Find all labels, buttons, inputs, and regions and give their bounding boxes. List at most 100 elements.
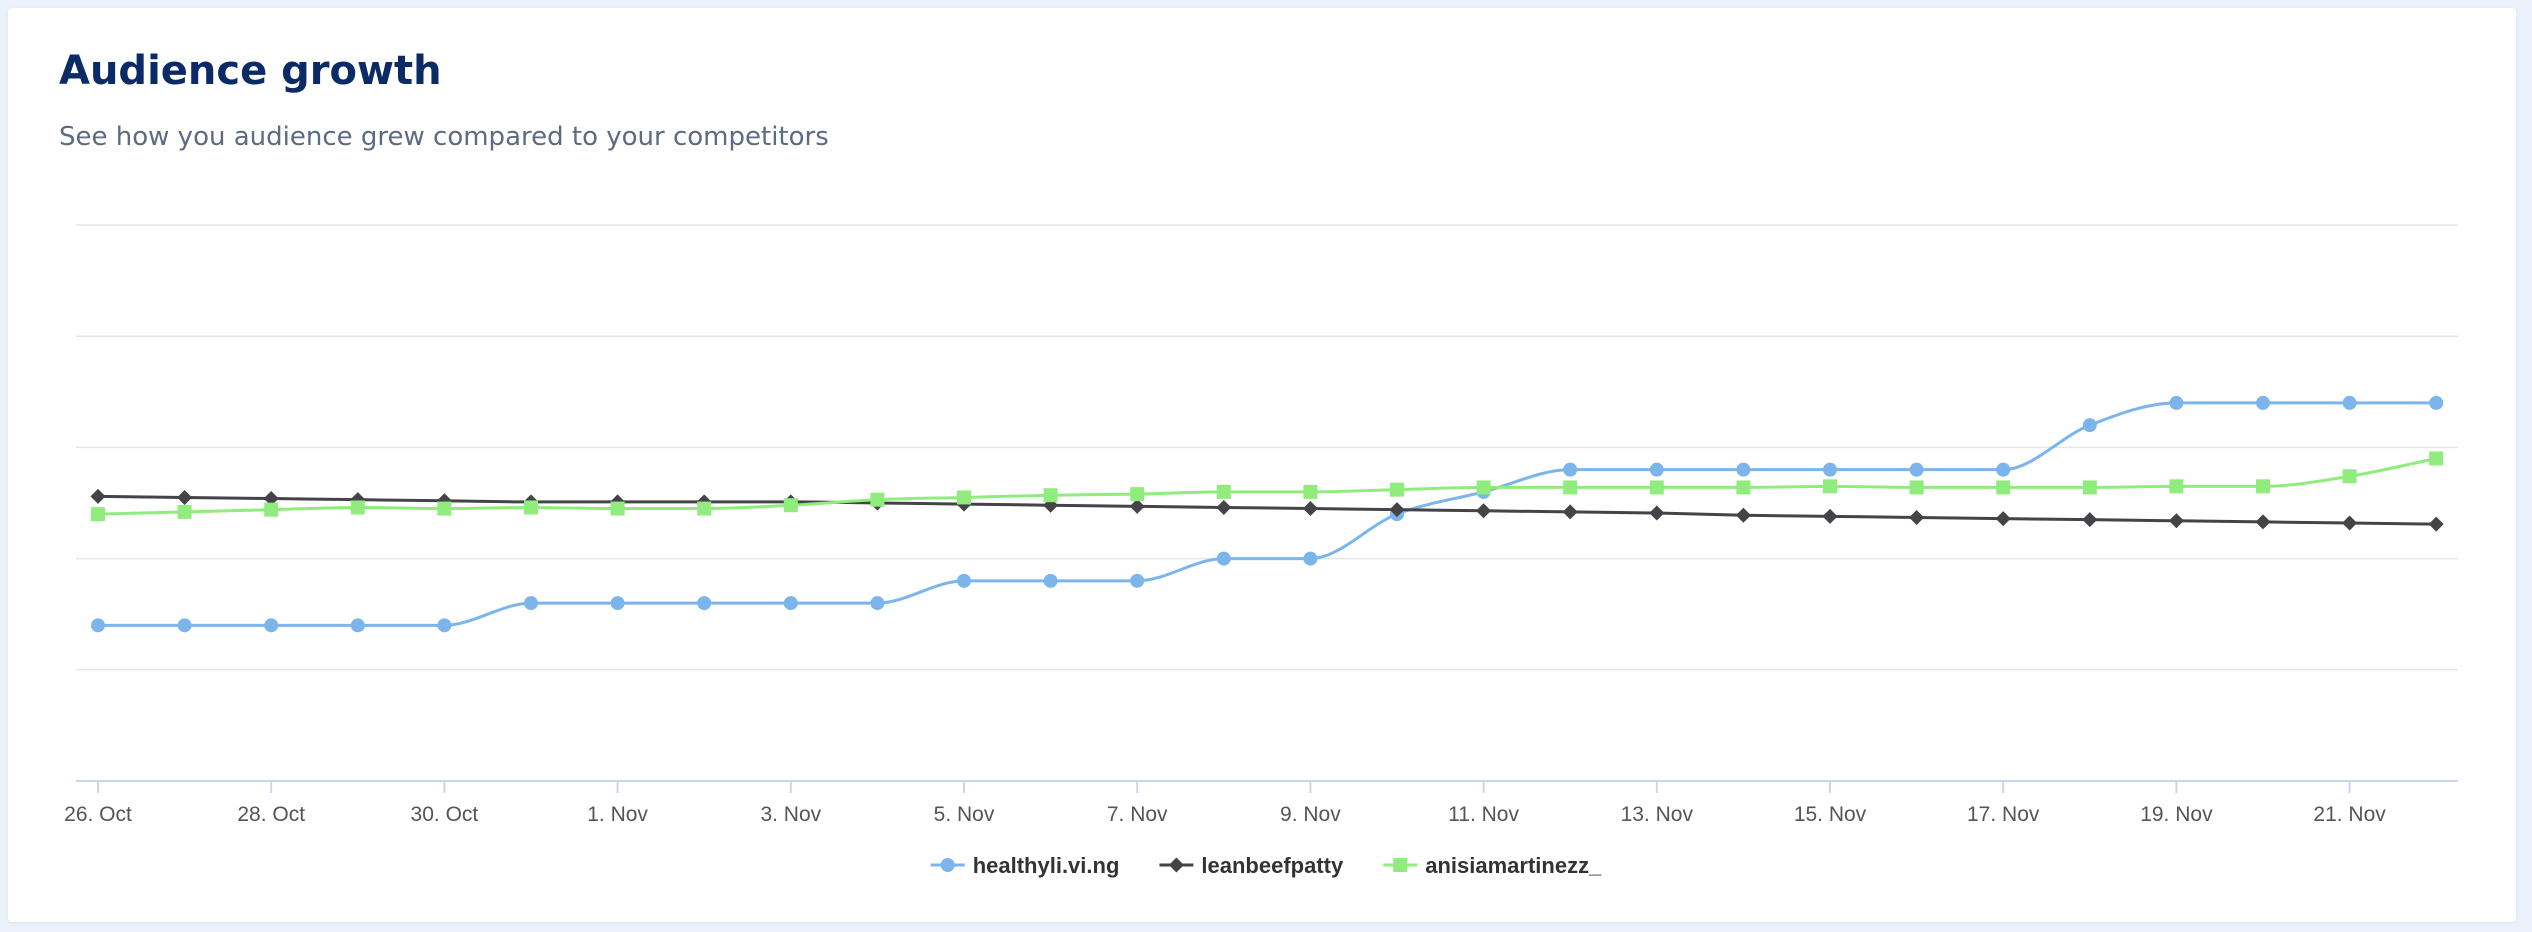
data-point (1822, 508, 1838, 524)
series-line (98, 401, 2437, 627)
data-point (610, 596, 625, 611)
data-point (1216, 551, 1231, 566)
data-point (2256, 395, 2270, 410)
data-point (1909, 480, 1924, 495)
data-point (264, 502, 279, 517)
data-point (1649, 505, 1665, 521)
data-point (1736, 462, 1751, 477)
data-point (2169, 395, 2184, 410)
data-point (2082, 480, 2097, 495)
card-subtitle: See how you audience grew compared to yo… (59, 122, 829, 152)
data-point (1130, 573, 1145, 588)
data-point (1476, 480, 1491, 495)
data-point (1043, 488, 1058, 503)
data-point (957, 573, 971, 588)
data-point (610, 501, 625, 516)
x-tick-label: 26. Oct (64, 803, 132, 826)
x-tick-label: 1. Nov (587, 803, 648, 826)
data-point (870, 596, 885, 611)
data-point (437, 618, 452, 633)
data-point (1909, 509, 1925, 525)
x-tick-label: 7. Nov (1107, 803, 1168, 826)
data-point (524, 500, 538, 515)
card-title: Audience growth (59, 48, 442, 94)
data-point (2342, 469, 2357, 484)
data-point (2255, 514, 2271, 530)
data-point (2342, 515, 2358, 531)
data-point (1130, 487, 1145, 502)
data-point (1389, 502, 1405, 518)
x-tick-label: 19. Nov (2140, 803, 2213, 826)
data-point (957, 490, 971, 505)
data-point (697, 596, 712, 611)
data-point (177, 618, 192, 633)
data-point (1043, 573, 1058, 588)
data-point (783, 498, 798, 513)
data-point (1735, 507, 1751, 523)
data-point (1996, 462, 2011, 477)
data-point (177, 489, 193, 505)
x-tick-label: 21. Nov (2313, 803, 2386, 826)
data-point (1649, 480, 1664, 495)
data-point (177, 504, 192, 519)
data-point (2342, 395, 2357, 410)
data-point (263, 491, 279, 507)
series-anisiamartinezz- (91, 451, 2444, 522)
series-line (97, 457, 2437, 516)
data-point (1129, 498, 1145, 514)
data-point (2428, 516, 2444, 532)
x-axis: 26. Oct 28. Oct 30. Oct 1. Nov 3. Nov 5. Nov 7… (64, 780, 2458, 826)
data-point (1823, 462, 1837, 477)
data-point (2429, 451, 2444, 466)
audience-growth-card: Audience growth See how you audience gre… (8, 8, 2516, 922)
x-tick-label: 11. Nov (1448, 803, 1519, 826)
data-point (1823, 479, 1837, 494)
data-point (1736, 480, 1751, 495)
data-point (524, 596, 538, 611)
data-point (1563, 462, 1578, 477)
x-tick-label: 28. Oct (237, 803, 305, 826)
legend-label: leanbeefpatty (1201, 853, 1344, 878)
data-point (264, 618, 279, 633)
data-point (1996, 480, 2011, 495)
data-point (1302, 501, 1318, 517)
x-tick-label: 13. Nov (1621, 803, 1694, 826)
legend-label: healthyli.vi.ng (973, 853, 1120, 878)
data-point (2168, 513, 2184, 529)
data-point (697, 501, 712, 516)
data-point (870, 492, 885, 507)
legend-marker (1393, 858, 1408, 872)
series-layer (90, 395, 2444, 633)
data-point (91, 507, 105, 522)
legend-item[interactable]: anisiamartinezz_ (1383, 853, 1602, 878)
data-point (2082, 418, 2097, 433)
data-point (1909, 462, 1924, 477)
data-point (1649, 462, 1664, 477)
x-tick-label: 9. Nov (1280, 803, 1341, 826)
legend-item[interactable]: leanbeefpatty (1159, 853, 1344, 878)
legend: healthyli.vi.ng leanbeefpatty anisiamartin… (930, 853, 1602, 878)
legend-marker (940, 858, 955, 872)
data-point (1476, 503, 1492, 519)
data-point (1216, 499, 1232, 515)
data-point (90, 488, 106, 504)
x-tick-label: 5. Nov (934, 803, 995, 826)
data-point (1216, 484, 1231, 499)
legend-item[interactable]: healthyli.vi.ng (930, 853, 1120, 878)
data-point (1303, 484, 1318, 499)
legend-label: anisiamartinezz_ (1425, 853, 1602, 878)
data-point (437, 501, 452, 516)
x-tick-label: 3. Nov (760, 803, 821, 826)
grid-lines (76, 224, 2458, 671)
data-point (1303, 551, 1318, 566)
legend-marker (1168, 857, 1184, 873)
x-tick-label: 17. Nov (1967, 803, 2040, 826)
series-healthyli-vi-ng (91, 395, 2444, 633)
data-point (350, 618, 365, 633)
x-tick-label: 15. Nov (1794, 803, 1867, 826)
data-point (2429, 395, 2444, 410)
data-point (2082, 512, 2098, 528)
data-point (1562, 504, 1578, 520)
data-point (783, 596, 798, 611)
